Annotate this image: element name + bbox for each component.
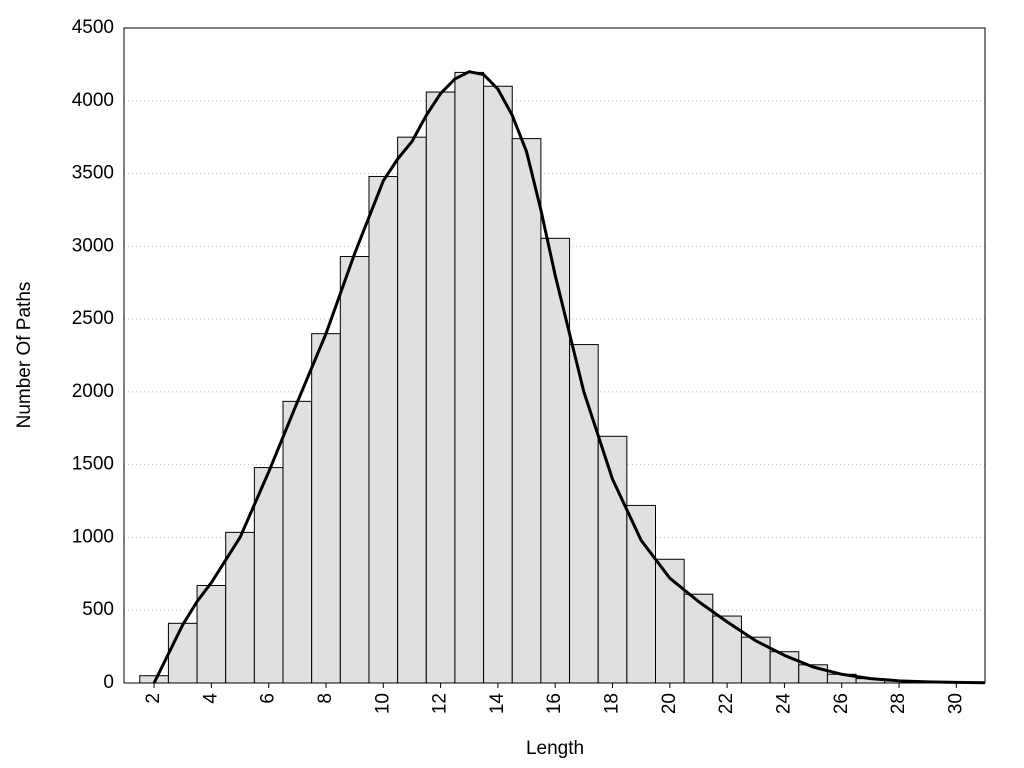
y-tick-label: 2500 [72, 308, 114, 329]
x-tick-label: 22 [716, 693, 737, 714]
x-tick-label: 16 [544, 693, 565, 714]
bar [540, 237, 571, 684]
x-tick-label: 28 [888, 693, 909, 714]
y-tick-label: 0 [103, 672, 114, 693]
x-tick-label: 14 [487, 693, 508, 715]
x-tick-label: 12 [430, 693, 451, 714]
bar [368, 175, 399, 684]
bar [311, 333, 341, 684]
x-tick-label: 4 [200, 693, 221, 704]
plot-frame [123, 27, 986, 684]
y-tick-label: 500 [82, 599, 114, 620]
bar [511, 138, 542, 684]
y-tick-label: 1500 [72, 454, 114, 475]
x-tick-label: 2 [143, 693, 164, 704]
x-tick-label: 20 [659, 693, 680, 714]
y-axis-label: Number Of Paths [14, 282, 35, 429]
y-tick-label: 4000 [72, 90, 114, 111]
bar [397, 136, 427, 684]
x-tick-label: 24 [773, 693, 794, 715]
x-tick-label: 30 [945, 693, 966, 714]
bar [282, 400, 313, 684]
bar [483, 85, 513, 684]
y-tick-label: 4500 [72, 17, 114, 38]
y-tick-label: 2000 [72, 381, 114, 402]
x-tick-label: 26 [831, 693, 852, 714]
bar [454, 71, 485, 684]
x-tick-label: 18 [602, 693, 623, 714]
x-axis-label: Length [526, 738, 584, 759]
bar [196, 584, 227, 684]
bar [167, 622, 198, 684]
x-tick-label: 10 [372, 693, 393, 714]
bar [597, 435, 628, 684]
x-tick-label: 8 [315, 693, 336, 704]
bar [339, 256, 370, 684]
y-tick-label: 3000 [72, 235, 114, 256]
y-tick-label: 3500 [72, 163, 114, 184]
bar [626, 504, 656, 684]
density-curve [152, 70, 986, 685]
bar [712, 615, 742, 684]
bar [740, 636, 771, 684]
bar [253, 467, 284, 684]
y-tick-label: 1000 [72, 526, 114, 547]
bar [425, 91, 456, 684]
x-tick-label: 6 [258, 693, 279, 704]
bar [683, 593, 714, 684]
